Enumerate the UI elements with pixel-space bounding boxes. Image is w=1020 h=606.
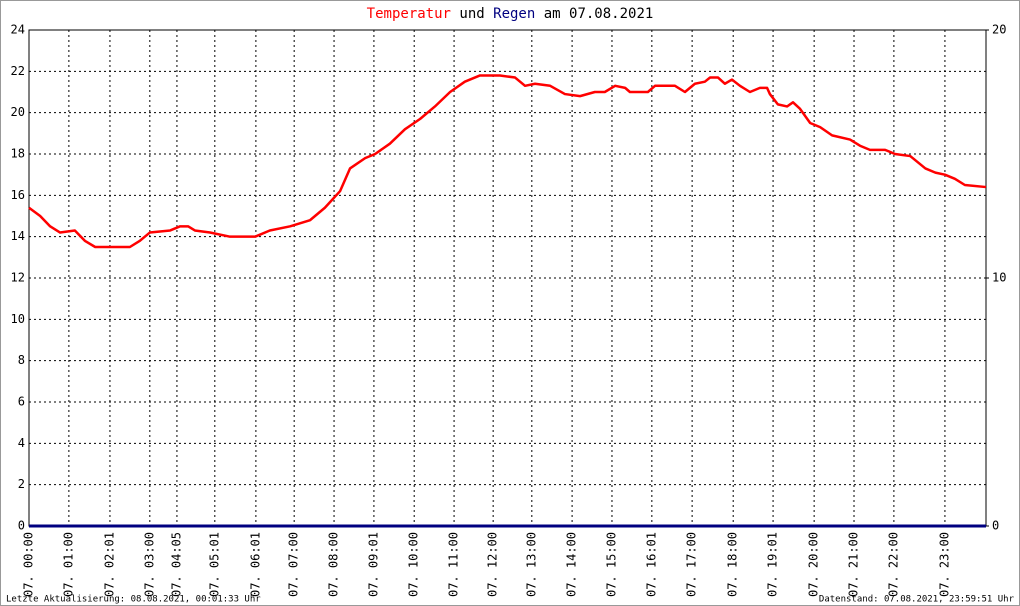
x-tick-label: 07. 09:01 (366, 532, 380, 597)
x-tick-label: 07. 01:00 (61, 532, 75, 597)
y2-tick-label: 20 (992, 23, 1006, 37)
series-line (28, 74, 987, 249)
footer-right: Datenstand: 07.08.2021, 23:59:51 Uhr (819, 595, 1015, 605)
x-tick-label: 07. 14:00 (565, 532, 579, 597)
x-tick-label: 07. 10:00 (407, 532, 421, 597)
x-tick-label: 07. 19:01 (766, 532, 780, 597)
y-tick-label: 22 (11, 64, 25, 78)
y-tick-label: 8 (18, 353, 25, 367)
x-tick-label: 07. 07:00 (287, 532, 301, 597)
x-tick-label: 07. 04:05 (169, 532, 183, 597)
x-tick-label: 07. 17:00 (685, 532, 699, 597)
x-tick-label: 07. 13:00 (524, 532, 538, 597)
y-tick-label: 14 (11, 229, 25, 243)
x-tick-label: 07. 03:00 (142, 532, 156, 597)
x-tick-label: 07. 02:01 (102, 532, 116, 597)
y-tick-label: 4 (18, 436, 25, 450)
y-tick-label: 16 (11, 188, 25, 202)
x-tick-label: 07. 06:01 (248, 532, 262, 597)
footer-left: Letzte Aktualisierung: 08.08.2021, 00:01… (6, 595, 261, 605)
x-tick-label: 07. 00:00 (22, 532, 36, 597)
y2-tick-label: 10 (992, 271, 1006, 285)
y-tick-label: 20 (11, 105, 25, 119)
chart-title: Temperatur und Regen am 07.08.2021 (367, 6, 654, 22)
x-tick-label: 07. 16:01 (644, 532, 658, 597)
title-joiner: und (459, 6, 484, 22)
y-tick-label: 0 (18, 519, 25, 533)
y-tick-label: 18 (11, 147, 25, 161)
x-tick-label: 07. 05:01 (207, 532, 221, 597)
x-tick-label: 07. 15:00 (604, 532, 618, 597)
x-tick-label: 07. 20:00 (807, 532, 821, 597)
y-tick-label: 24 (11, 23, 25, 37)
title-series-1: Temperatur (367, 6, 451, 22)
y2-tick-label: 0 (992, 519, 999, 533)
x-tick-label: 07. 23:00 (937, 532, 951, 597)
y-tick-label: 6 (18, 395, 25, 409)
title-suffix: am 07.08.2021 (544, 6, 654, 22)
title-series-2: Regen (493, 6, 535, 22)
x-tick-label: 07. 11:00 (447, 532, 461, 597)
x-tick-label: 07. 22:00 (886, 532, 900, 597)
x-tick-label: 07. 08:00 (327, 532, 341, 597)
y-tick-label: 10 (11, 312, 25, 326)
y-tick-label: 2 (18, 477, 25, 491)
x-tick-label: 07. 21:00 (847, 532, 861, 597)
x-tick-label: 07. 18:00 (726, 532, 740, 597)
y-tick-label: 12 (11, 271, 25, 285)
x-tick-label: 07. 12:00 (486, 532, 500, 597)
